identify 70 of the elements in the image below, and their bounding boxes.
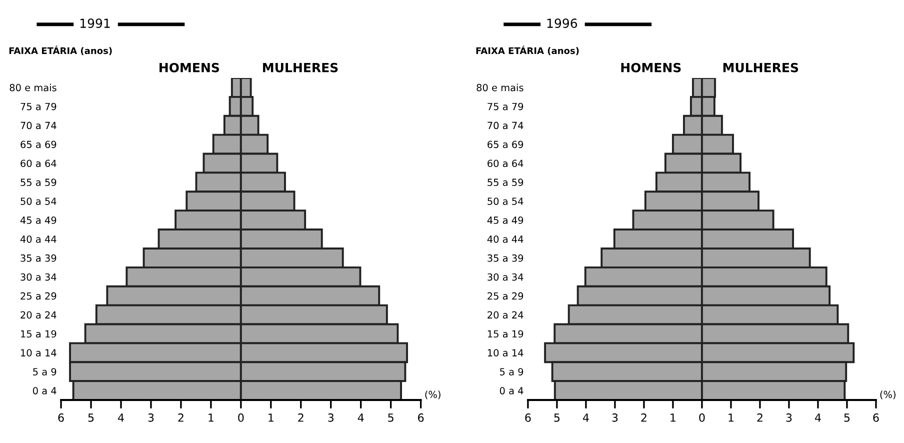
y-tick-label: 50 a 54 bbox=[488, 198, 524, 205]
x-tick-label: 3 bbox=[148, 413, 154, 422]
y-tick-label: 0 a 4 bbox=[500, 387, 524, 394]
y-tick-label: 35 a 39 bbox=[488, 254, 524, 262]
x-tick-label: 4 bbox=[358, 414, 364, 422]
y-tick-label: 25 a 29 bbox=[488, 292, 524, 300]
x-tick-label: 2 bbox=[757, 413, 762, 422]
y-tick-label: 80 e mais bbox=[476, 84, 524, 92]
y-tick-label: 45 a 49 bbox=[487, 216, 524, 224]
y-tick-label: 15 a 19 bbox=[21, 330, 56, 338]
x-tick-label: 6 bbox=[418, 413, 424, 422]
y-tick-label: 40 a 44 bbox=[20, 235, 56, 243]
x-tick-label: 3 bbox=[328, 413, 334, 422]
y-tick-label: 5 a 9 bbox=[33, 368, 56, 376]
x-tick-label: 4 bbox=[118, 414, 124, 422]
y-tick-label: 15 a 19 bbox=[488, 330, 524, 338]
x-tick-label: 3 bbox=[786, 413, 792, 422]
x-tick-label: 1 bbox=[268, 414, 274, 422]
y-tick-label: 30 a 34 bbox=[488, 273, 524, 281]
y-tick-label: 75 a 79 bbox=[488, 102, 524, 110]
x-tick-label: 3 bbox=[612, 413, 618, 422]
y-tick-label: 60 a 64 bbox=[488, 160, 524, 168]
x-tick-label: 5 bbox=[554, 414, 560, 422]
x-tick-label: 2 bbox=[178, 413, 184, 422]
x-tick-label: 2 bbox=[641, 413, 646, 422]
x-tick-label: 0 bbox=[699, 413, 705, 422]
y-tick-label: 55 a 59 bbox=[20, 178, 56, 186]
y-tick-label: 0 a 4 bbox=[32, 387, 56, 394]
x-tick-label: 2 bbox=[298, 413, 304, 422]
y-tick-label: 30 a 34 bbox=[20, 273, 56, 281]
x-tick-label: 1 bbox=[728, 414, 734, 422]
y-tick-label: 20 a 24 bbox=[20, 311, 56, 319]
y-tick-label: 40 a 44 bbox=[487, 235, 524, 243]
x-tick-label: 1 bbox=[670, 414, 676, 422]
series-label: MULHERES bbox=[723, 62, 798, 72]
y-tick-label: 20 a 24 bbox=[488, 311, 524, 319]
x-tick-label: 6 bbox=[873, 413, 879, 422]
y-tick-label: 70 a 74 bbox=[488, 122, 524, 130]
chart-title: 1996 bbox=[547, 18, 578, 28]
x-tick-label: 5 bbox=[844, 414, 850, 422]
x-tick-label: 1 bbox=[208, 414, 214, 422]
y-tick-label: 65 a 69 bbox=[20, 140, 56, 148]
y-tick-label: 75 a 79 bbox=[20, 102, 56, 110]
chart-title: 1991 bbox=[80, 18, 110, 28]
y-tick-label: 5 a 9 bbox=[500, 368, 524, 376]
y-tick-label: 25 a 29 bbox=[20, 292, 56, 300]
x-tick-label: 0 bbox=[238, 413, 244, 422]
y-tick-label: 80 e mais bbox=[10, 84, 56, 92]
y-tick-label: 50 a 54 bbox=[20, 198, 56, 205]
y-tick-label: 10 a 14 bbox=[21, 349, 56, 356]
x-tick-label: 4 bbox=[814, 414, 821, 422]
series-label: HOMENS bbox=[621, 62, 681, 72]
y-tick-label: 35 a 39 bbox=[20, 254, 56, 262]
series-label: MULHERES bbox=[263, 62, 338, 72]
x-tick-label: 4 bbox=[582, 414, 589, 422]
y-axis-title: FAIXA ETÁRIA (anos) bbox=[476, 46, 579, 56]
x-tick-label: 6 bbox=[58, 413, 64, 422]
x-tick-label: 5 bbox=[88, 414, 94, 422]
y-tick-label: 45 a 49 bbox=[20, 216, 56, 224]
x-tick-label: 5 bbox=[388, 414, 394, 422]
y-tick-label: 60 a 64 bbox=[20, 160, 56, 168]
x-axis-title: (%) bbox=[425, 390, 440, 400]
y-tick-label: 55 a 59 bbox=[488, 178, 524, 186]
x-tick-label: 6 bbox=[525, 413, 531, 422]
y-tick-label: 10 a 14 bbox=[488, 349, 524, 356]
y-axis-title: FAIXA ETÁRIA (anos) bbox=[9, 46, 112, 56]
y-tick-label: 70 a 74 bbox=[20, 122, 56, 130]
series-label: HOMENS bbox=[160, 62, 220, 72]
x-axis-title: (%) bbox=[880, 390, 896, 400]
y-tick-label: 65 a 69 bbox=[488, 140, 524, 148]
